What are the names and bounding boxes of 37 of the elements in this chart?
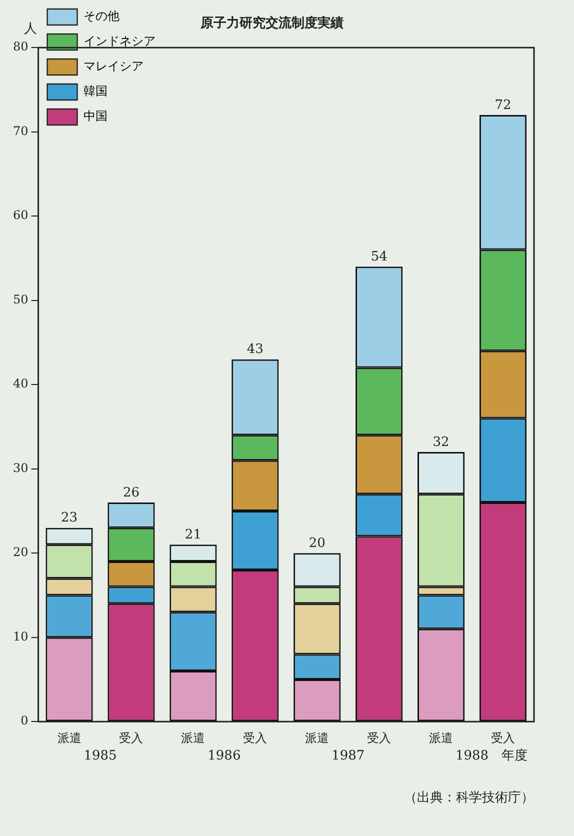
y-tick-label: 20 <box>12 545 28 560</box>
total-label: 21 <box>184 528 202 543</box>
text: 1986 <box>208 748 241 764</box>
x-tick-label: 派遣 <box>57 730 82 745</box>
y-tick-label: 40 <box>12 376 28 391</box>
text: （出典：科学技術庁） <box>404 789 534 806</box>
text: 1988 年度 <box>455 747 528 764</box>
y-tick-label: 80 <box>12 40 28 54</box>
legend-label: インドネシア <box>83 34 156 48</box>
total-label: 54 <box>370 250 388 265</box>
text: 1987 <box>332 748 365 764</box>
total-label: 26 <box>122 485 140 500</box>
x-tick-label: 派遣 <box>305 730 330 745</box>
y-tick-label: 10 <box>12 629 28 644</box>
x-tick-label: 派遣 <box>429 730 454 745</box>
legend-label: 中国 <box>83 109 108 124</box>
x-tick-label: 受入 <box>491 730 516 745</box>
legend-label: 韓国 <box>83 84 108 98</box>
total-label: 20 <box>308 536 326 551</box>
x-tick-label: 受入 <box>119 730 144 745</box>
y-tick-label: 60 <box>12 208 28 222</box>
y-tick-label: 0 <box>20 714 28 728</box>
x-tick-label: 受入 <box>243 730 268 745</box>
y-tick-label: 70 <box>12 124 28 138</box>
total-label: 72 <box>494 98 512 113</box>
total-label: 32 <box>432 434 450 450</box>
total-label: 43 <box>246 342 264 358</box>
legend-label: その他 <box>83 9 120 24</box>
total-label: 23 <box>60 510 78 526</box>
y-axis-title: 人 <box>24 21 37 36</box>
legend-label: マレイシア <box>83 59 144 74</box>
y-tick-label: 30 <box>12 460 28 475</box>
x-tick-label: 受入 <box>367 730 392 745</box>
chart-title: 原子力研究交流制度実績 <box>200 15 344 32</box>
y-tick-label: 50 <box>12 292 28 306</box>
x-tick-label: 派遣 <box>181 730 206 745</box>
text: 1985 <box>84 748 117 764</box>
